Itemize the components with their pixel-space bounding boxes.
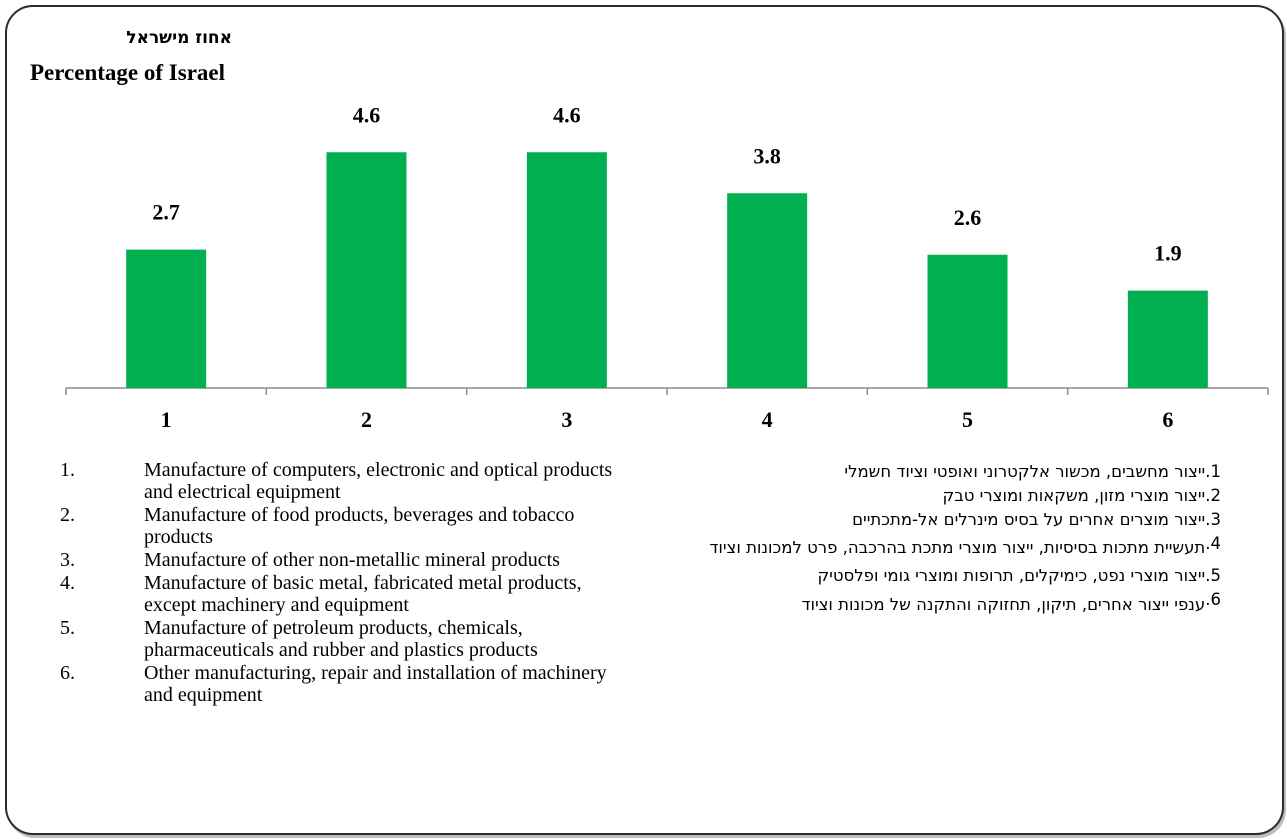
data-label: 2.7 [152,200,180,225]
x-tick-label: 4 [762,407,773,432]
english-legend: 1. Manufacture of computers, electronic a… [60,459,620,707]
legend-en-item-4: 4. Manufacture of basic metal, fabricated… [60,572,620,616]
legend-en-text: Manufacture of food products, beverages … [144,504,575,548]
legend-en-num: 1. [60,459,75,481]
bar [126,249,207,388]
x-tick-label: 6 [1162,407,1173,432]
data-label: 2.6 [954,205,982,230]
legend-en-num: 2. [60,504,75,526]
x-tick-label: 2 [361,407,372,432]
bar [1127,290,1208,388]
data-label: 4.6 [553,102,581,127]
legend-he-text: ענפי ייצור אחרים, תיקון, תחזוקה והתקנה ש… [801,595,1206,614]
bar [526,152,607,388]
legend-he-num: 4. [1205,534,1221,553]
legend-he-item-6: 6. ענפי ייצור אחרים, תיקון, תחזוקה והתקנה… [621,589,1221,621]
legend-he-item-1: 1. ייצור מחשבים, מכשור אלקטרוני ואופטי וצ… [621,461,1221,483]
legend-en-num: 5. [60,617,75,639]
x-tick-label: 3 [561,407,572,432]
legend-he-text: ייצור מוצרים אחרים על בסיס מינרלים אל-מת… [852,510,1206,529]
english-title: Percentage of Israel [30,60,225,85]
legend-en-item-2: 2. Manufacture of food products, beverage… [60,504,620,548]
legend-en-num: 3. [60,549,75,571]
legend-en-item-3: 3. Manufacture of other non-metallic mine… [60,549,620,571]
bar [326,152,407,388]
legend-he-item-5: 5. ייצור מוצרי נפט, כימיקלים, תרופות ומוצ… [621,565,1221,587]
legend-en-num: 6. [60,662,75,684]
legend-he-item-2: 2. ייצור מוצרי מזון, משקאות ומוצרי טבק [621,485,1221,507]
legend-he-num: 2. [1205,486,1221,505]
legend-he-num: 1. [1205,462,1221,481]
data-label: 1.9 [1154,241,1182,266]
legend-he-num: 5. [1205,566,1221,585]
bar [927,254,1008,388]
legend-he-item-3: 3. ייצור מוצרים אחרים על בסיס מינרלים אל-… [621,509,1221,531]
chart-frame [5,5,1284,835]
legend-en-item-6: 6. Other manufacturing, repair and instal… [60,662,620,706]
legend-en-text: Manufacture of other non-metallic minera… [144,549,560,571]
legend-en-text: Manufacture of computers, electronic and… [144,459,613,503]
legend-en-text: Manufacture of basic metal, fabricated m… [144,572,582,616]
legend-en-text: Manufacture of petroleum products, chemi… [144,617,538,661]
legend-he-text: ייצור מוצרי נפט, כימיקלים, תרופות ומוצרי… [817,566,1206,585]
bar [727,193,808,388]
data-label: 3.8 [753,143,781,168]
legend-he-text: ייצור מוצרי מזון, משקאות ומוצרי טבק [942,486,1206,505]
legend-he-text: תעשיית מתכות בסיסיות, ייצור מוצרי מתכת ב… [709,538,1206,557]
legend-he-num: 6. [1205,590,1221,609]
legend-en-text: Other manufacturing, repair and installa… [144,662,607,706]
x-tick-label: 1 [161,407,172,432]
hebrew-title: אחוז מישראל [126,28,232,48]
legend-he-num: 3. [1205,510,1221,529]
legend-he-text: ייצור מחשבים, מכשור אלקטרוני ואופטי וציו… [844,462,1206,481]
bar-chart: 2.7 1 4.6 2 4.6 3 3.8 4 2.6 5 1.9 6 [65,102,1269,432]
legend-en-num: 4. [60,572,75,594]
hebrew-legend: 1. ייצור מחשבים, מכשור אלקטרוני ואופטי וצ… [621,461,1221,623]
data-label: 4.6 [353,102,381,127]
legend-en-item-1: 1. Manufacture of computers, electronic a… [60,459,620,503]
legend-he-item-4: 4. תעשיית מתכות בסיסיות, ייצור מוצרי מתכת… [621,533,1221,563]
legend-en-item-5: 5. Manufacture of petroleum products, che… [60,617,620,661]
x-tick-label: 5 [962,407,973,432]
